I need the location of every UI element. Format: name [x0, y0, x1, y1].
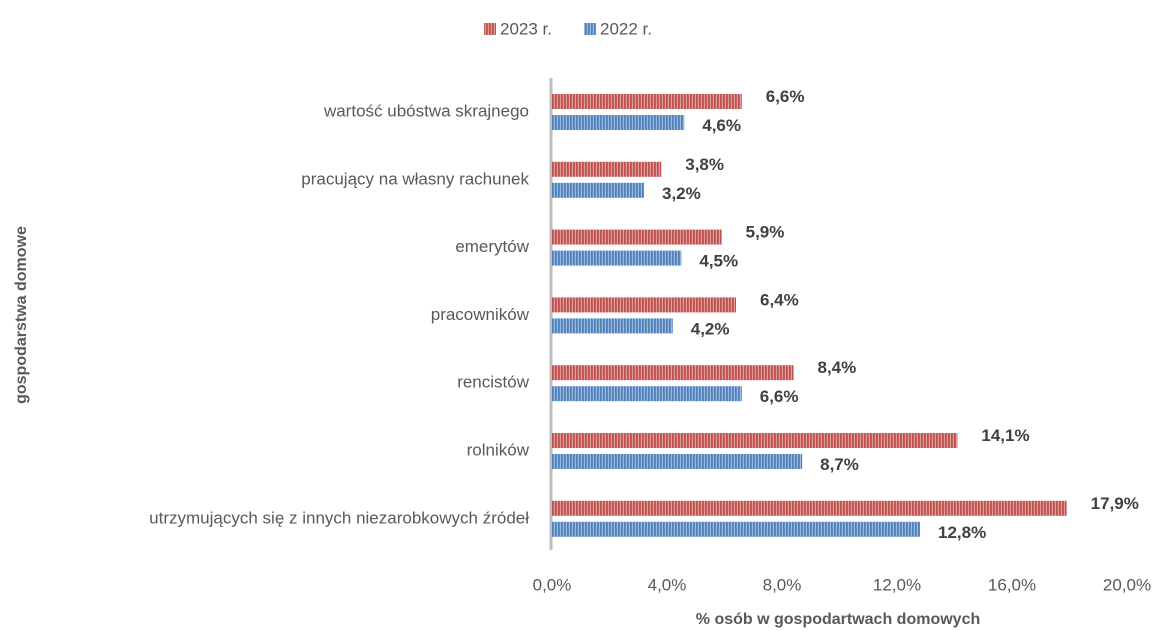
bar	[552, 433, 958, 448]
y-tick-label: rolników	[467, 440, 530, 459]
x-axis-title: % osób w gospodartwach domowych	[696, 611, 980, 628]
value-label: 8,4%	[818, 358, 857, 377]
bar	[552, 94, 742, 109]
legend-swatch	[484, 23, 496, 35]
bar	[552, 182, 644, 198]
y-tick-label: rencistów	[457, 373, 530, 392]
legend-swatch	[584, 23, 596, 35]
value-label: 4,6%	[702, 116, 741, 135]
legend-label: 2022 r.	[600, 19, 652, 38]
value-label: 8,7%	[820, 455, 859, 474]
y-tick-label: emerytów	[455, 237, 529, 256]
bar	[552, 365, 794, 381]
bar	[552, 229, 722, 245]
y-tick-label: wartość ubóstwa skrajnego	[323, 101, 529, 120]
value-label: 12,8%	[938, 523, 986, 542]
bar	[552, 250, 682, 266]
bar	[552, 500, 1067, 516]
value-label: 6,6%	[766, 87, 805, 106]
y-tick-label: pracujący na własny rachunek	[301, 169, 529, 188]
x-tick-label: 20,0%	[1103, 575, 1151, 594]
y-axis-title: gospodarstwa domowe	[13, 226, 30, 404]
legend-label: 2023 r.	[500, 19, 552, 38]
value-label: 6,6%	[760, 387, 799, 406]
value-label: 6,4%	[760, 290, 799, 309]
y-tick-label: pracowników	[431, 305, 530, 324]
x-tick-label: 12,0%	[873, 575, 921, 594]
y-tick-label: utrzymujących się z innych niezarobkowyc…	[149, 508, 529, 527]
x-tick-label: 4,0%	[648, 575, 687, 594]
bar	[552, 386, 742, 402]
value-label: 5,9%	[746, 223, 785, 242]
value-label: 14,1%	[981, 426, 1029, 445]
value-label: 3,2%	[662, 184, 701, 203]
value-label: 4,5%	[699, 252, 738, 271]
bar	[552, 454, 803, 469]
value-label: 3,8%	[685, 155, 724, 174]
bar	[552, 521, 920, 537]
bar	[552, 115, 685, 130]
value-label: 4,2%	[691, 319, 730, 338]
bar	[552, 318, 673, 334]
bar	[552, 161, 662, 177]
x-tick-label: 16,0%	[988, 575, 1036, 594]
bar	[552, 297, 736, 313]
x-tick-label: 0,0%	[533, 575, 572, 594]
value-label: 17,9%	[1091, 494, 1139, 513]
x-tick-label: 8,0%	[763, 575, 802, 594]
